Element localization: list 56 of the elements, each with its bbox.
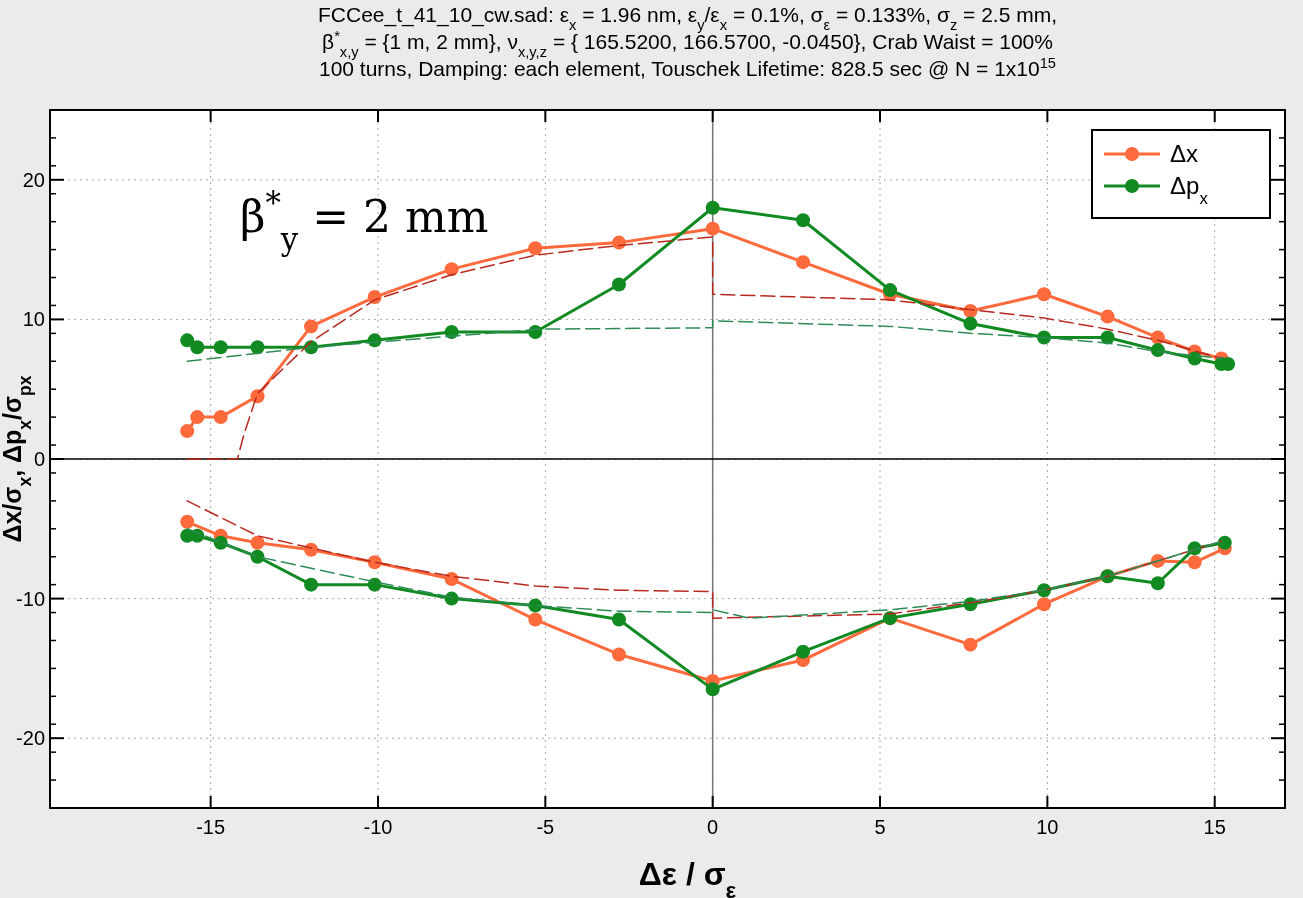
- x-tick-label: -10: [363, 816, 393, 838]
- point: [213, 410, 228, 425]
- y-tick-label: 20: [22, 168, 45, 191]
- point: [180, 514, 195, 529]
- x-tick-label: 15: [1203, 816, 1226, 838]
- point: [705, 200, 720, 215]
- point: [611, 235, 626, 250]
- point: [1037, 597, 1052, 612]
- x-tick-label: 10: [1036, 816, 1059, 838]
- point: [883, 283, 898, 298]
- point: [250, 340, 265, 355]
- point: [528, 241, 543, 256]
- point: [304, 542, 319, 557]
- point: [528, 612, 543, 627]
- point: [444, 262, 459, 277]
- y-tick-label: -20: [16, 727, 45, 750]
- point: [1217, 535, 1232, 550]
- point: [190, 410, 205, 425]
- point: [796, 644, 811, 659]
- point: [304, 319, 319, 334]
- point: [304, 577, 319, 592]
- y-tick-label: -10: [16, 587, 45, 610]
- x-tick-label: -5: [536, 816, 555, 838]
- point: [213, 535, 228, 550]
- point: [444, 572, 459, 587]
- point: [1187, 555, 1202, 570]
- x-axis-title: Δε / σ$_{ε}$: [638, 856, 737, 898]
- point: [705, 682, 720, 697]
- x-tick-label: 0: [707, 816, 719, 838]
- legend-label: Δx: [1170, 140, 1199, 167]
- chart-title: FCCee_t_41_10_cw.sad: ε$_{x}$ = 1.96 nm, ε$_{y}$/ε$_{x}$ = 0.1%, σ$_{ε}$ = 0.133%, σ$_{z}$ = 2.5 mm, β$^{*}$$_{x,y}$ = {1 m, 2 mm}, ν$_{x,y,z}$ = { 165.5200, 166.5700, -0.0450}, Crab Waist = 100% 100 turns, Damping: each element, Touschek Lifetime: 828.5 sec @ N = 1x10$^{15}$: [317, 3, 1058, 80]
- point: [367, 290, 382, 305]
- annotation: β$^{*}$$_{y}$ = 2 mm: [240, 185, 489, 257]
- point: [963, 316, 978, 331]
- legend-label: Δp$_{x}$: [1170, 172, 1209, 208]
- point: [250, 535, 265, 550]
- point: [611, 612, 626, 627]
- point: [180, 333, 195, 348]
- point: [705, 221, 720, 236]
- point: [180, 424, 195, 439]
- point: [963, 637, 978, 652]
- point: [611, 277, 626, 292]
- point: [213, 340, 228, 355]
- point: [1100, 309, 1115, 324]
- point: [611, 647, 626, 662]
- x-tick-label: -15: [196, 816, 226, 838]
- point: [1037, 287, 1052, 302]
- y-tick-label: 0: [33, 448, 45, 470]
- point: [190, 340, 205, 355]
- point: [190, 528, 205, 543]
- point: [796, 255, 811, 270]
- x-tick-label: 5: [874, 816, 886, 838]
- point: [796, 213, 811, 228]
- y-tick-label: 10: [22, 308, 45, 331]
- point: [1150, 343, 1165, 358]
- point: [1150, 576, 1165, 591]
